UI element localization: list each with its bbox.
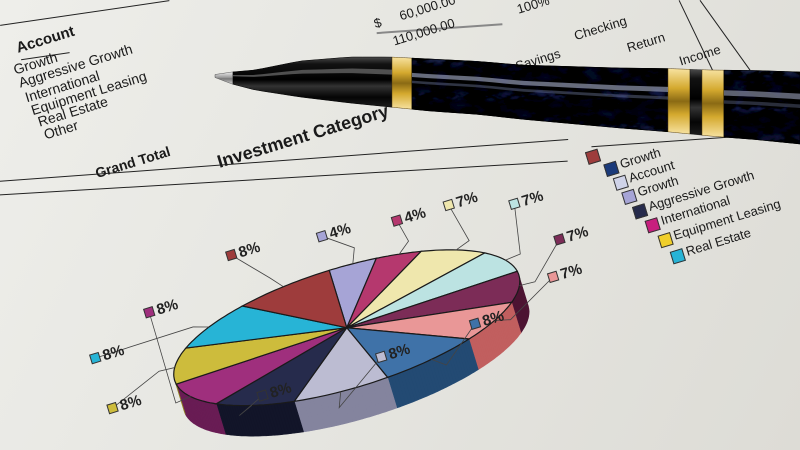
svg-text:4%: 4% bbox=[402, 204, 428, 227]
svg-text:8%: 8% bbox=[480, 307, 506, 330]
svg-text:7%: 7% bbox=[565, 223, 591, 246]
svg-text:7%: 7% bbox=[558, 261, 584, 284]
svg-text:8%: 8% bbox=[155, 296, 181, 319]
svg-text:8%: 8% bbox=[118, 392, 144, 415]
svg-text:8%: 8% bbox=[268, 379, 294, 402]
svg-text:4%: 4% bbox=[327, 220, 353, 243]
svg-text:8%: 8% bbox=[237, 239, 263, 262]
svg-text:7%: 7% bbox=[454, 189, 480, 212]
svg-text:8%: 8% bbox=[101, 342, 127, 365]
svg-text:7%: 7% bbox=[520, 187, 546, 210]
svg-text:8%: 8% bbox=[387, 341, 413, 364]
